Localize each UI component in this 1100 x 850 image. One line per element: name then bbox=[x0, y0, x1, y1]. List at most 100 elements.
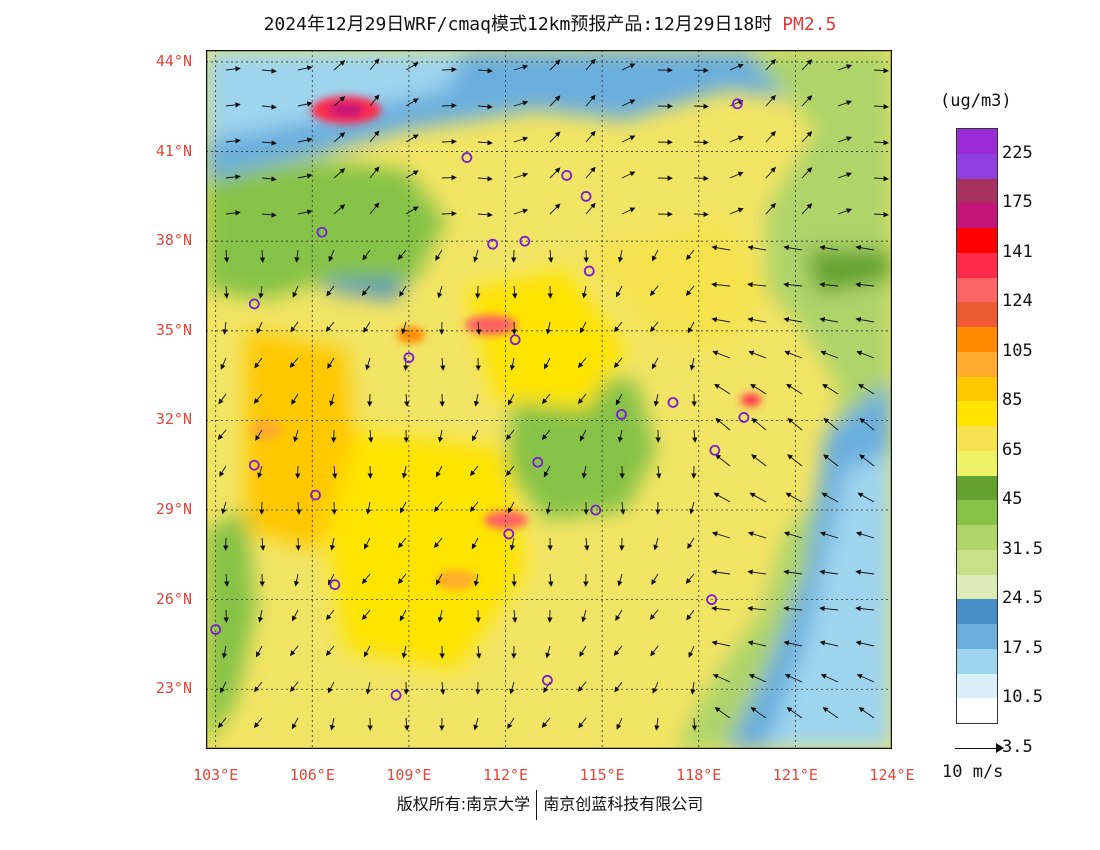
wind-vector bbox=[687, 321, 695, 334]
city-marker[interactable] bbox=[580, 190, 592, 202]
colorbar-label: 175 bbox=[1002, 192, 1033, 213]
city-marker[interactable] bbox=[310, 489, 321, 501]
wind-vector bbox=[819, 316, 839, 323]
wind-vector bbox=[477, 212, 493, 218]
wind-vector bbox=[688, 645, 695, 658]
wind-vector bbox=[714, 383, 731, 395]
wind-vector bbox=[837, 136, 853, 143]
wind-vector bbox=[400, 501, 407, 514]
latitude-label: 41°N bbox=[155, 141, 192, 160]
colorbar-swatch bbox=[957, 549, 997, 575]
wind-vector bbox=[222, 321, 228, 335]
city-marker[interactable] bbox=[561, 170, 573, 181]
graticule bbox=[206, 50, 892, 749]
wind-vector bbox=[223, 249, 230, 263]
city-marker[interactable] bbox=[487, 238, 499, 250]
wind-vector bbox=[548, 249, 554, 263]
wind-vector bbox=[220, 357, 227, 370]
longitude-label: 103°E bbox=[193, 766, 239, 784]
wind-vector bbox=[855, 640, 875, 647]
wind-vector bbox=[693, 175, 709, 182]
longitude-label: 115°E bbox=[579, 766, 625, 784]
wind-vector bbox=[401, 321, 407, 335]
city-marker[interactable] bbox=[616, 409, 627, 420]
wind-vector bbox=[820, 350, 839, 359]
city-marker[interactable] bbox=[248, 298, 260, 310]
wind-vector bbox=[365, 357, 371, 371]
city-marker[interactable] bbox=[329, 579, 341, 591]
city-marker[interactable] bbox=[403, 352, 415, 364]
wind-vector bbox=[220, 681, 227, 694]
city-markers[interactable] bbox=[210, 98, 750, 701]
wind-vector bbox=[856, 350, 875, 359]
wind-vector bbox=[711, 640, 731, 647]
city-marker[interactable] bbox=[316, 226, 328, 238]
wind-vector bbox=[711, 569, 731, 575]
city-marker[interactable] bbox=[461, 152, 473, 163]
city-marker[interactable] bbox=[583, 265, 595, 277]
wind-vector bbox=[289, 681, 299, 693]
wind-vector bbox=[328, 249, 335, 262]
colorbar-swatch bbox=[957, 599, 997, 624]
wind-vector bbox=[855, 281, 875, 288]
city-marker[interactable] bbox=[503, 528, 515, 540]
wind-vector bbox=[329, 393, 335, 407]
wind-vector bbox=[585, 130, 596, 143]
city-marker[interactable] bbox=[248, 459, 260, 471]
wind-vector bbox=[469, 501, 479, 513]
wind-vector bbox=[293, 573, 300, 587]
city-marker[interactable] bbox=[667, 397, 679, 408]
wind-vector bbox=[616, 717, 623, 730]
city-marker[interactable] bbox=[738, 412, 750, 423]
wind-vector bbox=[748, 674, 767, 683]
city-marker[interactable] bbox=[732, 98, 743, 110]
wind-vector bbox=[729, 207, 744, 215]
city-marker[interactable] bbox=[210, 624, 222, 635]
wind-vector bbox=[855, 605, 875, 612]
wind-vector bbox=[711, 245, 731, 251]
city-marker[interactable] bbox=[706, 594, 718, 606]
city-marker[interactable] bbox=[709, 444, 721, 456]
colorbar-swatch bbox=[957, 277, 997, 303]
longitude-label: 106°E bbox=[289, 766, 335, 784]
wind-vector bbox=[649, 609, 659, 620]
city-marker[interactable] bbox=[519, 235, 531, 247]
wind-vector bbox=[545, 501, 552, 515]
wind-vector bbox=[685, 249, 695, 261]
wind-vector bbox=[325, 321, 335, 332]
wind-vector bbox=[713, 492, 731, 503]
wind-vector bbox=[801, 131, 813, 143]
wind-vector bbox=[472, 429, 479, 442]
city-marker[interactable] bbox=[390, 689, 402, 701]
wind-vector bbox=[261, 68, 277, 74]
wind-vector bbox=[441, 174, 457, 181]
city-marker[interactable] bbox=[532, 456, 544, 468]
wind-vector bbox=[473, 249, 479, 263]
city-marker[interactable] bbox=[541, 674, 553, 686]
wind-vector bbox=[253, 717, 263, 729]
wind-vector bbox=[505, 429, 515, 441]
wind-vector bbox=[253, 393, 263, 404]
wind-vector bbox=[747, 316, 767, 323]
wind-vector bbox=[783, 245, 803, 251]
wind-vector bbox=[369, 202, 380, 215]
city-marker[interactable] bbox=[590, 504, 602, 516]
wind-vector bbox=[787, 454, 803, 467]
wind-vector bbox=[819, 281, 839, 288]
wind-vector bbox=[857, 492, 875, 503]
wind-vector bbox=[687, 537, 695, 550]
latitude-label: 38°N bbox=[155, 231, 192, 250]
wind-vector bbox=[581, 609, 587, 623]
wind-vector bbox=[549, 59, 561, 71]
wind-vector bbox=[685, 285, 695, 297]
wind-vector bbox=[293, 429, 299, 443]
wind-vector bbox=[477, 140, 493, 146]
city-marker[interactable] bbox=[509, 334, 521, 346]
wind-vector bbox=[873, 67, 889, 74]
wind-vector bbox=[693, 211, 709, 218]
wind-vector bbox=[855, 531, 875, 539]
colorbar-swatch bbox=[957, 351, 997, 377]
wind-vector bbox=[405, 62, 419, 71]
wind-vector bbox=[435, 249, 443, 261]
pm25-forecast-map[interactable] bbox=[206, 50, 892, 749]
